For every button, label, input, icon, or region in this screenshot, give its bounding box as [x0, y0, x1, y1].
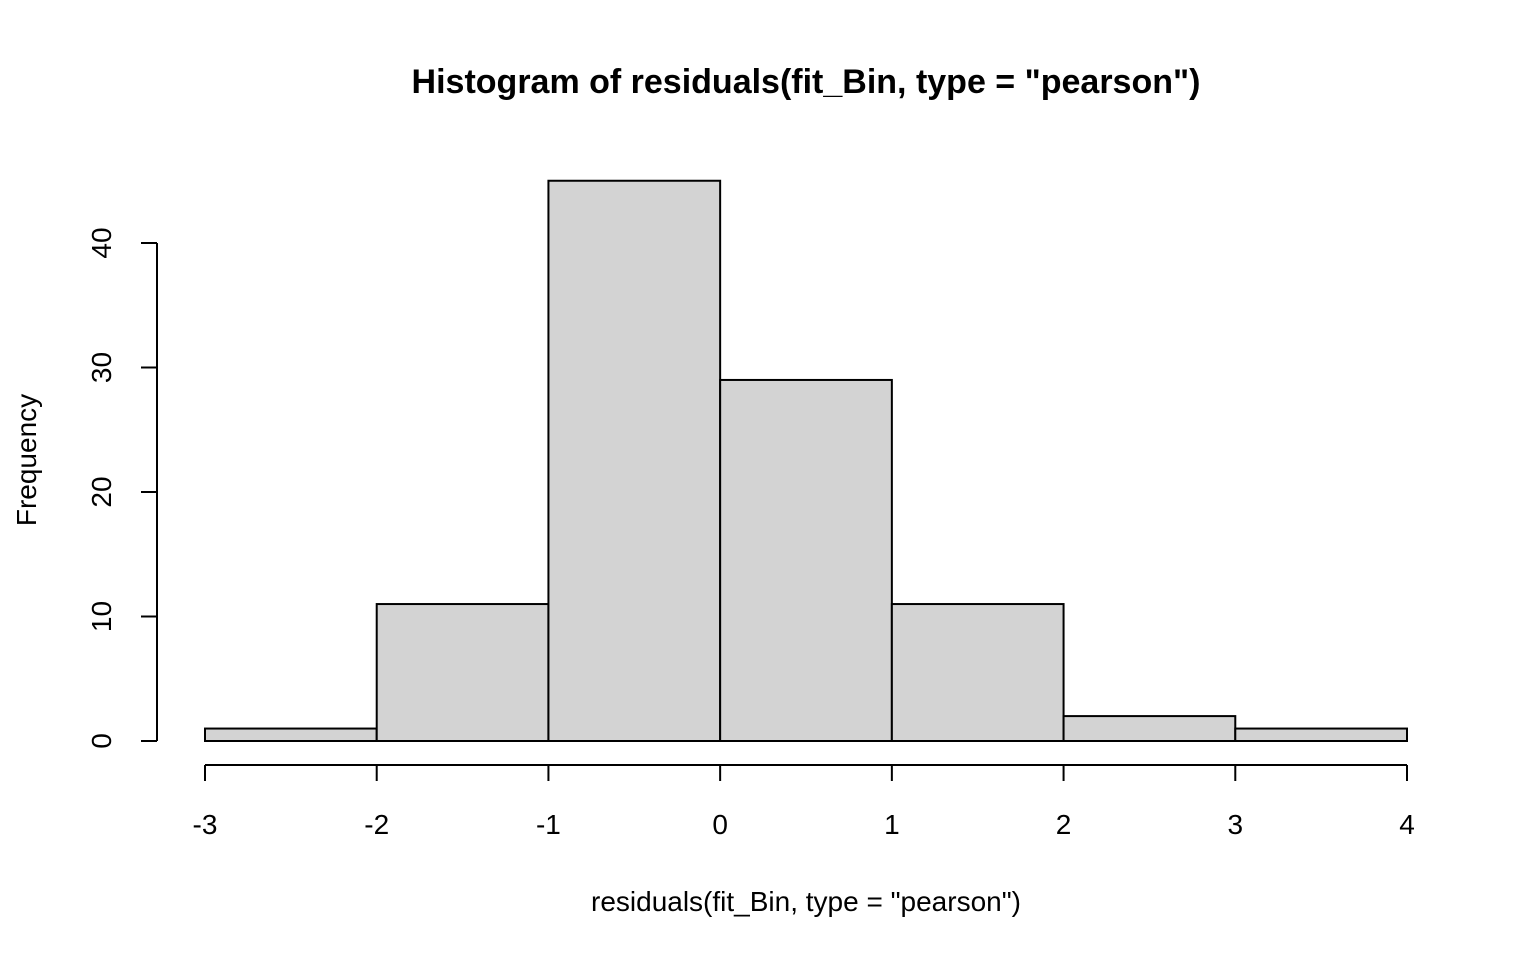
x-tick-label: 3 — [1227, 809, 1243, 840]
y-tick-label: 20 — [86, 476, 117, 507]
y-tick-label: 0 — [86, 733, 117, 749]
histogram-bar-0 — [204, 727, 378, 742]
x-tick-label: -3 — [193, 809, 218, 840]
x-tick-label: -1 — [536, 809, 561, 840]
histogram-bar-1 — [375, 603, 550, 742]
x-tick-label: 1 — [884, 809, 900, 840]
histogram-bar-3 — [719, 378, 893, 742]
histogram-bar-4 — [890, 603, 1065, 742]
histogram-bar-2 — [547, 179, 722, 742]
chart-title: Histogram of residuals(fit_Bin, type = "… — [412, 63, 1201, 101]
x-tick-label: -2 — [364, 809, 389, 840]
y-axis-label: Frequency — [11, 394, 42, 526]
x-tick-label: 0 — [712, 809, 728, 840]
histogram-bar-6 — [1234, 727, 1409, 742]
y-axis: 0 10 20 30 40 — [86, 227, 158, 749]
histogram-bar-5 — [1062, 715, 1237, 742]
x-tick-label: 4 — [1399, 809, 1415, 840]
bars-group — [204, 179, 1409, 742]
y-tick-label: 30 — [86, 352, 117, 383]
x-tick-label: 2 — [1056, 809, 1072, 840]
y-tick-label: 40 — [86, 227, 117, 258]
x-axis: -3 -2 -1 0 1 2 3 4 — [193, 764, 1415, 840]
y-tick-label: 10 — [86, 601, 117, 632]
x-axis-label: residuals(fit_Bin, type = "pearson") — [591, 886, 1021, 917]
